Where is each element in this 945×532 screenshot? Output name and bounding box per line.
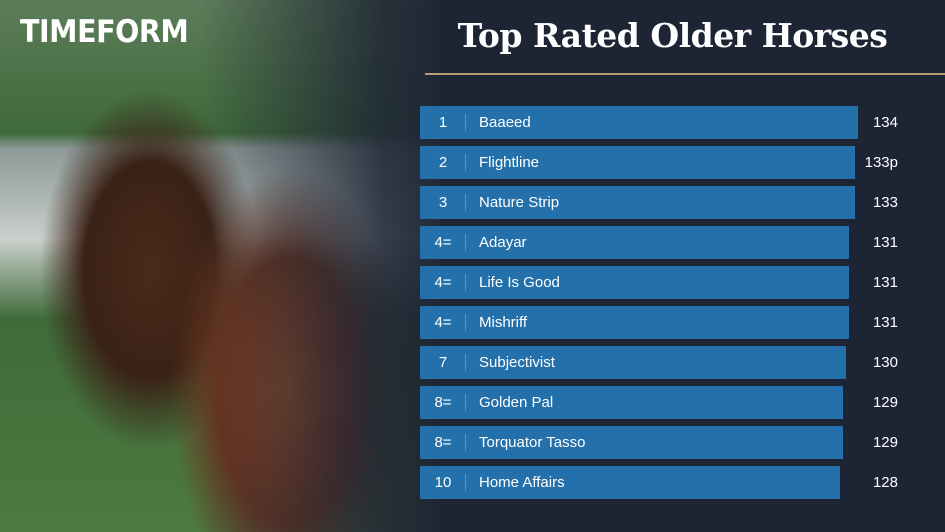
rank-divider	[465, 314, 466, 331]
bar	[420, 186, 855, 219]
rank-label: 8=	[434, 434, 452, 451]
rating-label: 128	[872, 474, 898, 491]
rank-divider	[465, 354, 466, 371]
bar	[420, 426, 843, 459]
rank-label: 1	[438, 114, 448, 131]
rank-label: 4=	[434, 274, 452, 291]
bar	[420, 226, 849, 259]
gold-divider	[425, 73, 945, 75]
horse-name: Subjectivist	[479, 354, 555, 371]
bar	[420, 386, 843, 419]
horse-name: Home Affairs	[479, 474, 565, 491]
horse-name: Mishriff	[479, 314, 528, 331]
photo-fade	[200, 0, 460, 532]
rank-divider	[465, 234, 466, 251]
bar	[420, 346, 846, 379]
horse-name: Nature Strip	[479, 194, 560, 211]
rank-divider	[465, 394, 466, 411]
rating-label: 133p	[864, 154, 898, 171]
rating-label: 133	[872, 194, 898, 211]
rating-label: 129	[872, 394, 898, 411]
rank-divider	[465, 474, 466, 491]
rank-label: 10	[434, 474, 452, 491]
rank-label: 7	[438, 354, 448, 371]
rank-label: 4=	[434, 314, 452, 331]
horse-name: Baaeed	[479, 114, 531, 131]
horse-name: Torquator Tasso	[479, 434, 586, 451]
rank-divider	[465, 274, 466, 291]
rank-divider	[465, 194, 466, 211]
rank-label: 4=	[434, 234, 452, 251]
horse-name: Flightline	[479, 154, 540, 171]
rank-divider	[465, 154, 466, 171]
rating-label: 130	[872, 354, 898, 371]
rank-divider	[465, 434, 466, 451]
rating-label: 129	[872, 434, 898, 451]
rating-label: 131	[872, 234, 898, 251]
rating-label: 131	[872, 274, 898, 291]
bar	[420, 466, 840, 499]
rating-label: 134	[872, 114, 898, 131]
chart-title: Top Rated Older Horses	[457, 16, 888, 55]
horse-name: Life Is Good	[479, 274, 560, 291]
bar	[420, 266, 849, 299]
horse-name: Golden Pal	[479, 394, 554, 411]
bar	[420, 146, 855, 179]
bar	[420, 106, 858, 139]
rank-label: 2	[438, 154, 448, 171]
rank-label: 3	[438, 194, 448, 211]
rank-label: 8=	[434, 394, 452, 411]
rank-divider	[465, 114, 466, 131]
rating-label: 131	[872, 314, 898, 331]
bar	[420, 306, 849, 339]
timeform-logo: TIMEFORM	[20, 14, 189, 50]
horse-name: Adayar	[479, 234, 527, 251]
